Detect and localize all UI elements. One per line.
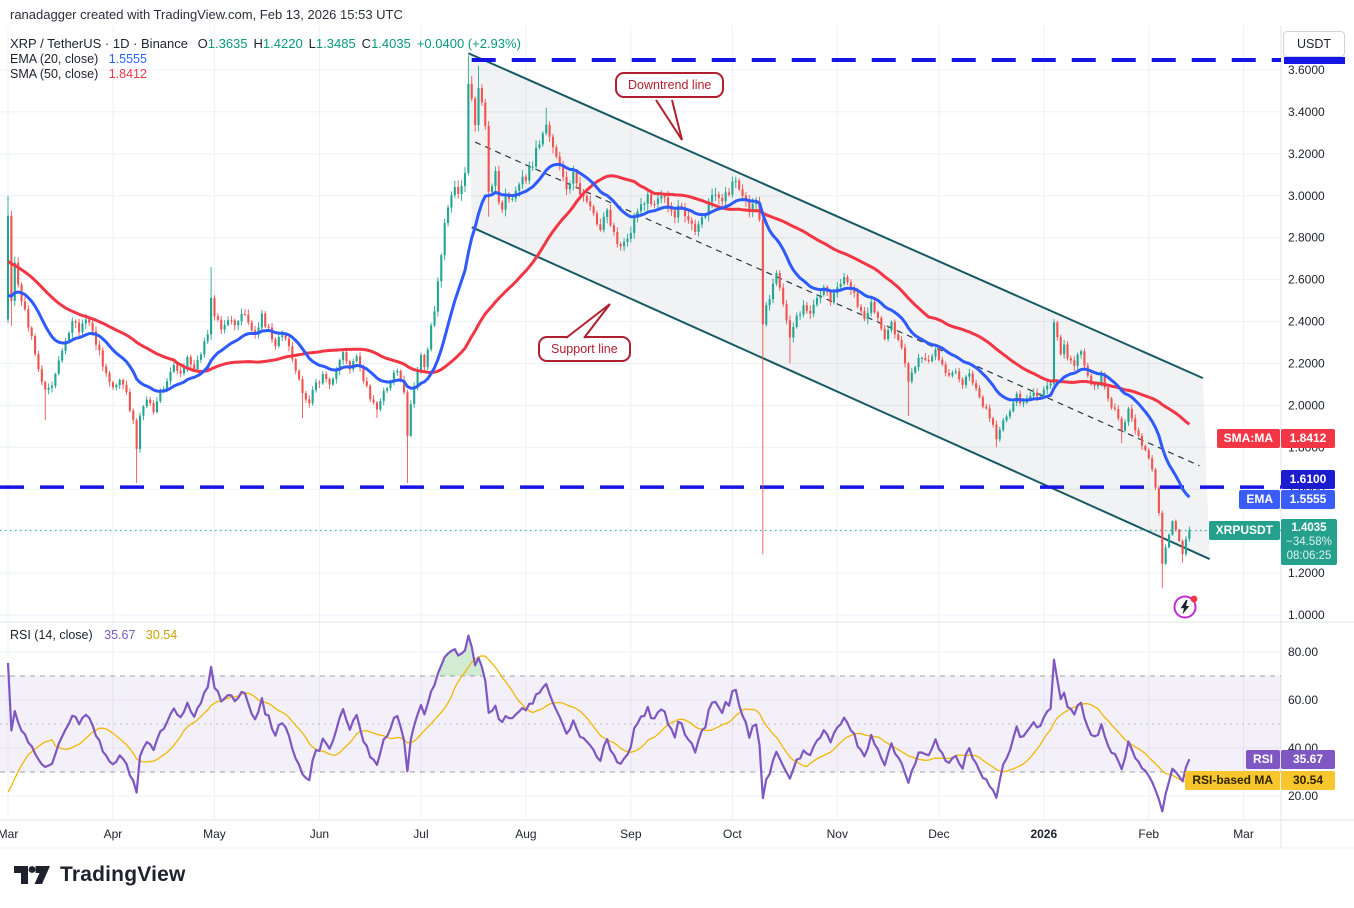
- rsi-value: 35.67: [104, 628, 136, 642]
- rsi-axis-value: 35.67: [1281, 750, 1335, 769]
- rsi-ma-value: 30.54: [145, 628, 178, 642]
- sma-axis-value: 1.8412: [1281, 429, 1335, 448]
- rsi-ma-line: [7, 655, 1190, 793]
- ema-label: EMA (20, close): [10, 52, 99, 66]
- symbol-axis-label: XRPUSDT: [1208, 521, 1280, 540]
- downtrend-callout-tail: [655, 99, 683, 141]
- svg-text:Mar: Mar: [0, 827, 18, 841]
- candles: [6, 55, 1191, 588]
- gridlines: [0, 26, 1281, 820]
- svg-text:Mar: Mar: [1233, 827, 1254, 841]
- price-pane: [0, 52, 1281, 560]
- svg-text:2.6000: 2.6000: [1288, 273, 1325, 287]
- last-price: 1.4035: [1291, 522, 1327, 534]
- svg-text:May: May: [203, 827, 226, 841]
- rsi-legend-row[interactable]: RSI (14, close) 35.67 30.54: [10, 628, 177, 642]
- svg-text:Oct: Oct: [723, 827, 742, 841]
- tradingview-wordmark: TradingView: [60, 863, 186, 886]
- svg-text:1.2000: 1.2000: [1288, 566, 1325, 580]
- horizontal-line-axis-value: 1.6100: [1281, 470, 1335, 489]
- ema-value: 1.5555: [108, 52, 147, 66]
- svg-text:2.2000: 2.2000: [1288, 356, 1325, 370]
- tradingview-logo[interactable]: TradingView: [14, 862, 186, 888]
- svg-text:2.4000: 2.4000: [1288, 315, 1325, 329]
- rsi-pane: [0, 634, 1281, 813]
- downtrend-line-callout[interactable]: Downtrend line: [615, 72, 725, 98]
- flash-event-icon[interactable]: [1172, 593, 1200, 621]
- svg-text:Sep: Sep: [620, 827, 642, 841]
- svg-text:2.0000: 2.0000: [1288, 398, 1325, 412]
- rsi-axis-label: RSI: [1245, 750, 1280, 769]
- svg-text:3.6000: 3.6000: [1288, 63, 1325, 77]
- rsi-ma-axis-label: RSI-based MA: [1185, 771, 1280, 790]
- legend-symbol-row[interactable]: XRP / TetherUS · 1D · Binance O1.3635 H1.…: [10, 36, 521, 51]
- legend-sma-row[interactable]: SMA (50, close) 1.8412: [10, 67, 147, 81]
- symbol-axis-value-block: 1.4035 −34.58% 08:06:25: [1281, 519, 1337, 565]
- legend-ema-row[interactable]: EMA (20, close) 1.5555: [10, 52, 147, 66]
- svg-text:Jun: Jun: [310, 827, 329, 841]
- sma-axis-label: SMA:MA: [1216, 429, 1280, 448]
- ema-20-line: [7, 162, 1191, 499]
- svg-text:3.4000: 3.4000: [1288, 105, 1325, 119]
- tradingview-mark-icon: [14, 866, 50, 884]
- change-percent: −34.58%: [1286, 536, 1332, 548]
- svg-text:Feb: Feb: [1138, 827, 1159, 841]
- rsi-label: RSI (14, close): [10, 628, 93, 642]
- svg-text:2.8000: 2.8000: [1288, 231, 1325, 245]
- svg-text:Jul: Jul: [413, 827, 428, 841]
- symbol-title[interactable]: XRP / TetherUS · 1D · Binance: [10, 36, 188, 51]
- svg-text:Apr: Apr: [104, 827, 123, 841]
- rsi-ma-axis-value: 30.54: [1281, 771, 1335, 790]
- svg-text:3.2000: 3.2000: [1288, 147, 1325, 161]
- ema-axis-value: 1.5555: [1281, 490, 1335, 509]
- svg-text:60.00: 60.00: [1288, 693, 1318, 707]
- svg-text:3.0000: 3.0000: [1288, 189, 1325, 203]
- svg-text:2026: 2026: [1030, 827, 1057, 841]
- rsi-line: [6, 634, 1191, 813]
- svg-text:80.00: 80.00: [1288, 645, 1318, 659]
- svg-text:Aug: Aug: [515, 827, 536, 841]
- attribution-text: ranadagger created with TradingView.com,…: [10, 7, 403, 22]
- svg-text:1.0000: 1.0000: [1288, 608, 1325, 622]
- support-callout-tail: [565, 303, 611, 339]
- svg-text:20.00: 20.00: [1288, 789, 1318, 803]
- svg-text:Nov: Nov: [827, 827, 848, 841]
- currency-toggle-button[interactable]: USDT: [1283, 31, 1345, 57]
- sma-value: 1.8412: [108, 67, 147, 81]
- sma-label: SMA (50, close): [10, 67, 99, 81]
- ema-axis-label: EMA: [1239, 490, 1280, 509]
- svg-text:Dec: Dec: [928, 827, 949, 841]
- resistance-line-axis-marker: [1284, 57, 1345, 64]
- bar-countdown: 08:06:25: [1286, 550, 1332, 562]
- ohlc-values: O1.3635 H1.4220 L1.3485 C1.4035 +0.0400 (+2.…: [197, 36, 521, 51]
